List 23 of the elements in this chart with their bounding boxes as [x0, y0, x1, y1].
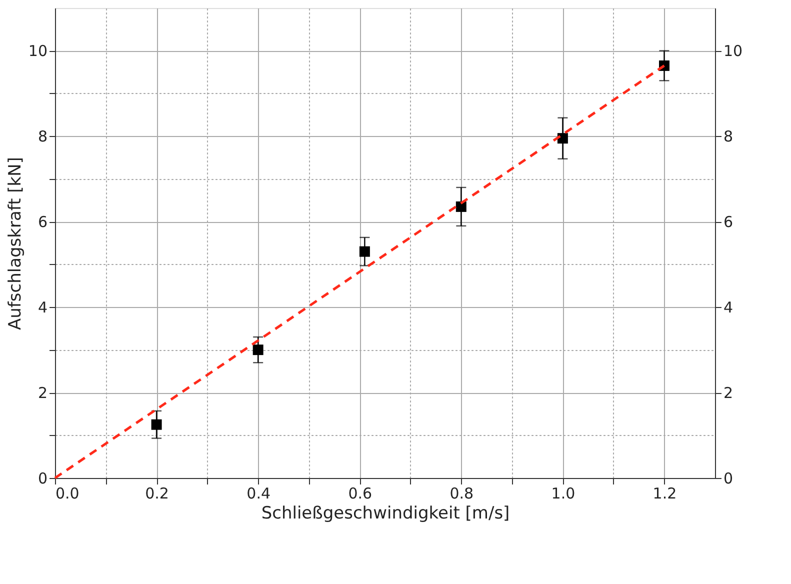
x-tick-label: 0.6	[348, 484, 372, 502]
x-tick-label: 1.2	[652, 484, 677, 502]
x-tick-label: 0.8	[450, 484, 474, 502]
y2-tick-label: 10	[724, 42, 743, 60]
y-axis-title: Aufschlagskraft [kN]	[5, 157, 26, 330]
x-tick-label: 0.2	[145, 484, 169, 502]
x-axis-title: Schließgeschwindigkeit [m/s]	[261, 504, 510, 524]
y-tick-label: 0	[38, 470, 48, 488]
y2-tick-label: 4	[724, 298, 734, 317]
y-tick-label: 4	[38, 298, 48, 317]
y2-tick-label: 2	[724, 384, 734, 402]
x-tick-label: 1.0	[551, 484, 576, 502]
point	[151, 419, 162, 430]
y2-tick-label: 0	[724, 470, 734, 488]
y-tick-label: 6	[38, 213, 48, 232]
y-tick-label: 8	[38, 128, 48, 146]
y2-tick-label: 6	[724, 213, 734, 232]
y-tick-label: 2	[38, 384, 48, 402]
y2-tick-label: 8	[724, 128, 734, 146]
point	[252, 344, 264, 356]
x-tick-label: 0.0	[56, 484, 80, 502]
x-tick-label: 0.4	[246, 484, 271, 502]
y-tick-label: 10	[28, 42, 48, 60]
